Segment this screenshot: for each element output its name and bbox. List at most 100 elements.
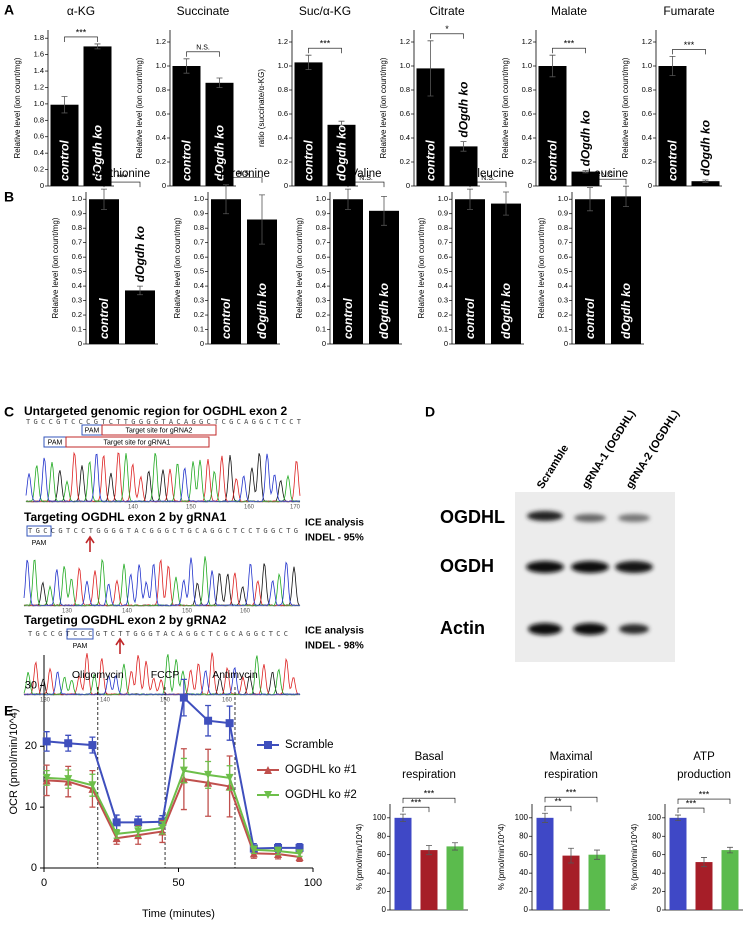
y-tick-label: 0.8 [278,85,288,94]
category-label: dOgdh ko [579,110,593,166]
panel-label: C [4,404,14,420]
pam-label: PAM [48,439,63,446]
y-tick-label: 0.5 [72,267,82,276]
error-bar [503,191,509,216]
significance-label: * [445,24,449,34]
y-tick-label: 0.2 [522,157,532,166]
band [571,561,609,573]
bar [89,199,119,344]
y-tick-label: 0.8 [438,223,448,232]
western-blot: Scramble gRNA-1 (OGDHL) gRNA-2 (OGDHL) O… [440,408,682,662]
y-tick-label: 0.6 [522,109,532,118]
category-label: dOgdh ko [91,125,105,181]
y-tick-label: 0.6 [316,252,326,261]
position: 160 [244,505,255,511]
y-tick-label: 0.8 [194,223,204,232]
y-tick-label: 0.8 [558,223,568,232]
error-bar [549,54,556,78]
band [618,514,650,522]
y-tick-label: 0.1 [316,325,326,334]
y-tick-label: 0.9 [194,209,204,218]
bar [491,203,521,344]
y-tick-label: 1.0 [558,194,568,203]
bar [446,846,464,910]
y-tick-label: 80 [652,831,661,840]
x-tick-label: 50 [172,877,184,889]
bar [571,171,600,186]
error-bar [675,814,681,821]
bar [369,210,399,344]
significance-label: *** [564,39,575,49]
y-tick-label: 0.8 [400,85,410,94]
bar [327,124,356,186]
y-tick-label: 0 [322,339,326,348]
position: 170 [290,505,301,511]
error-bar [426,845,432,856]
y-tick-label: 1.0 [316,194,326,203]
y-axis-label: % (pmol/min/10^4) [630,823,639,890]
significance-label: N.S. [481,175,495,182]
error-bar [623,185,629,207]
error-bar [305,54,312,70]
significance-bracket [103,181,141,188]
legend-label: OGDHL ko #2 [285,789,357,801]
category-label: dOgdh ko [133,226,147,282]
annotation-label: Oligomycin [72,669,124,681]
y-tick-label: 80 [377,831,386,840]
error-bar [259,194,265,245]
marker [134,827,143,836]
category-label: control [463,298,477,339]
protein-label: Actin [440,618,485,638]
marker [295,849,304,858]
chart-title: Valine [350,168,381,180]
category-label: dOgdh ko [213,125,227,181]
y-axis-label: % (pmol/min/10^4) [497,823,506,890]
significance-bracket [677,798,731,805]
y-axis-label: % (pmol/min/10^4) [355,823,364,890]
y-tick-label: 0.4 [558,281,568,290]
error-bar [582,170,589,174]
band [615,561,653,573]
category-label: dOgdh ko [377,283,391,339]
y-tick-label: 1.4 [34,66,44,75]
bar [294,62,323,186]
y-tick-label: 20 [377,887,386,896]
y-tick-label: 0.8 [642,85,652,94]
y-axis-label: Relative level (ion count/mg) [537,217,546,318]
bar [455,199,485,344]
significance-label: *** [684,40,695,50]
category-label: control [219,298,233,339]
chromatogram-trace [23,557,301,607]
y-tick-label: 0 [31,862,37,874]
y-tick-label: 0.2 [642,157,652,166]
significance-bracket [225,177,263,183]
chart-title: Maximal [550,751,593,763]
y-tick-label: 0 [40,181,44,190]
y-tick-label: 0.8 [72,223,82,232]
y-tick-label: 1.6 [34,50,44,59]
y-tick-label: 0.8 [522,85,532,94]
y-axis-label: Relative level (ion count/mg) [621,57,630,158]
y-tick-label: 0.3 [438,296,448,305]
y-tick-label: 0.7 [316,238,326,247]
bar [211,199,241,344]
significance-label: *** [117,172,128,182]
significance-bracket [186,51,220,57]
y-tick-label: 0.7 [194,238,204,247]
sequencing-panel: Untargeted genomic region for OGDHL exon… [24,404,364,703]
y-tick-label: 0 [162,181,166,190]
error-bar [727,846,733,854]
error-bar [400,813,406,822]
marker [88,781,97,790]
chart-title: Suc/α-KG [299,4,351,18]
significance-bracket [544,796,598,803]
y-tick-label: 0 [648,181,652,190]
chart-title: Isoleucine [462,168,514,180]
sequence: TGCCGTCCTGGGGTACGGGCTGCAGGCTCCTGGCTG [28,527,298,535]
category-label: dOgdh ko [335,125,349,181]
y-tick-label: 0.7 [558,238,568,247]
y-tick-label: 0.5 [558,267,568,276]
category-label: dOgdh ko [457,82,471,138]
error-bar [345,188,351,210]
y-tick-label: 1.0 [34,99,44,108]
